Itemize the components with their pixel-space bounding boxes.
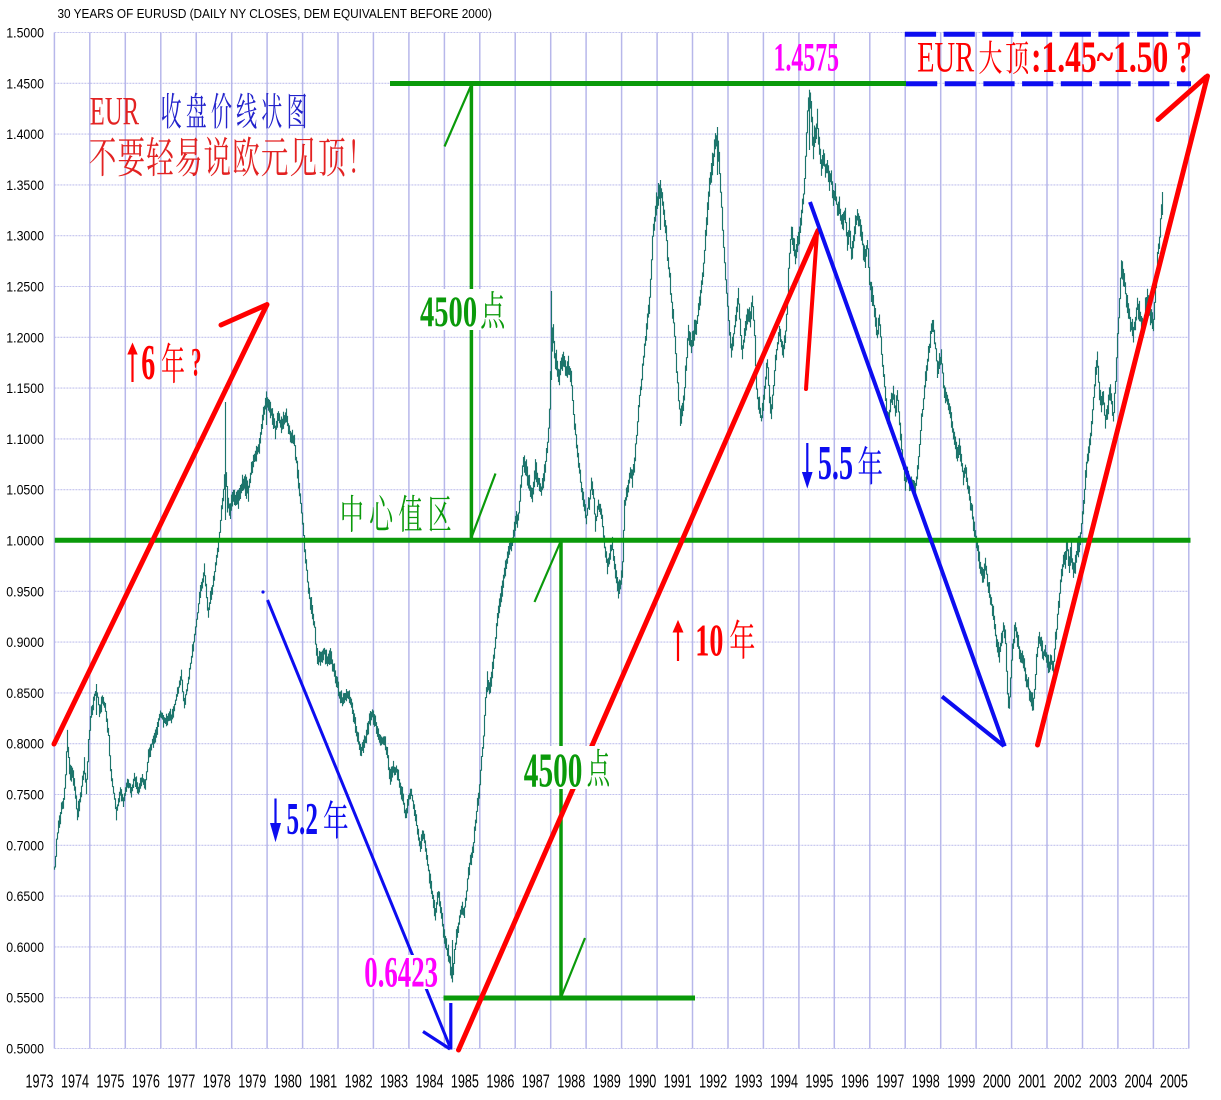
- svg-text:1983: 1983: [380, 1071, 408, 1091]
- svg-text:1979: 1979: [238, 1071, 266, 1091]
- svg-text:2000: 2000: [983, 1071, 1011, 1091]
- svg-text:1982: 1982: [345, 1071, 373, 1091]
- svg-text:30 YEARS OF EURUSD (DAILY NY C: 30 YEARS OF EURUSD (DAILY NY CLOSES, DEM…: [58, 6, 492, 21]
- svg-text:0.8500: 0.8500: [6, 685, 44, 701]
- svg-text:2002: 2002: [1054, 1071, 1082, 1091]
- svg-text:EUR: EUR: [90, 88, 139, 133]
- svg-text:1986: 1986: [486, 1071, 514, 1091]
- svg-text:4500: 4500: [420, 288, 477, 336]
- svg-text:2005: 2005: [1160, 1071, 1188, 1091]
- svg-text:1975: 1975: [96, 1071, 124, 1091]
- svg-text:0.6423: 0.6423: [364, 949, 438, 997]
- svg-text:1981: 1981: [309, 1071, 337, 1091]
- svg-text:0.5500: 0.5500: [6, 990, 44, 1006]
- svg-text:0.8000: 0.8000: [6, 736, 44, 752]
- svg-text:1.1000: 1.1000: [6, 431, 44, 447]
- svg-text:2004: 2004: [1125, 1071, 1153, 1091]
- svg-text:0.9000: 0.9000: [6, 634, 44, 650]
- svg-text:1995: 1995: [805, 1071, 833, 1091]
- svg-text:1989: 1989: [593, 1071, 621, 1091]
- svg-text:1.2000: 1.2000: [6, 329, 44, 345]
- svg-text:5.5: 5.5: [818, 435, 853, 490]
- svg-text:1.0500: 1.0500: [6, 482, 44, 498]
- svg-text:2003: 2003: [1089, 1071, 1117, 1091]
- svg-text:1984: 1984: [416, 1071, 444, 1091]
- svg-text:10: 10: [695, 614, 723, 665]
- svg-text::1.45~1.50 ?: :1.45~1.50 ?: [1031, 32, 1192, 82]
- svg-text:1.3000: 1.3000: [6, 228, 44, 244]
- svg-text:1.4575: 1.4575: [774, 35, 839, 79]
- svg-text:0.7000: 0.7000: [6, 837, 44, 853]
- svg-text:1988: 1988: [557, 1071, 585, 1091]
- svg-text:1.3500: 1.3500: [6, 177, 44, 193]
- svg-text:1994: 1994: [770, 1071, 798, 1091]
- svg-text:1.4000: 1.4000: [6, 126, 44, 142]
- svg-text:1973: 1973: [26, 1071, 54, 1091]
- svg-text:?: ?: [191, 340, 202, 385]
- svg-text:0.6000: 0.6000: [6, 939, 44, 955]
- svg-text:EUR: EUR: [917, 34, 975, 82]
- svg-text:1985: 1985: [451, 1071, 479, 1091]
- svg-text:1974: 1974: [61, 1071, 89, 1091]
- svg-text:1.2500: 1.2500: [6, 279, 44, 295]
- svg-text:1992: 1992: [699, 1071, 727, 1091]
- svg-text:1990: 1990: [628, 1071, 656, 1091]
- svg-text:1.0000: 1.0000: [6, 533, 44, 549]
- svg-text:1996: 1996: [841, 1071, 869, 1091]
- svg-text:1977: 1977: [167, 1071, 195, 1091]
- svg-text:1976: 1976: [132, 1071, 160, 1091]
- svg-text:0.7500: 0.7500: [6, 787, 44, 803]
- svg-text:1999: 1999: [947, 1071, 975, 1091]
- svg-text:1980: 1980: [274, 1071, 302, 1091]
- svg-text:1.5000: 1.5000: [6, 25, 44, 41]
- svg-text:0.5000: 0.5000: [6, 1041, 44, 1057]
- svg-text:1993: 1993: [735, 1071, 763, 1091]
- svg-text:1987: 1987: [522, 1071, 550, 1091]
- svg-text:0.6500: 0.6500: [6, 888, 44, 904]
- svg-text:1978: 1978: [203, 1071, 231, 1091]
- svg-text:1998: 1998: [912, 1071, 940, 1091]
- svg-text:4500: 4500: [524, 744, 583, 798]
- svg-text:2001: 2001: [1018, 1071, 1046, 1091]
- svg-text:1.4500: 1.4500: [6, 75, 44, 91]
- svg-text:1.1500: 1.1500: [6, 380, 44, 396]
- svg-text:1997: 1997: [876, 1071, 904, 1091]
- svg-text:5.2: 5.2: [287, 793, 318, 844]
- svg-text:6: 6: [141, 334, 155, 390]
- svg-text:0.9500: 0.9500: [6, 583, 44, 599]
- svg-text:1991: 1991: [664, 1071, 692, 1091]
